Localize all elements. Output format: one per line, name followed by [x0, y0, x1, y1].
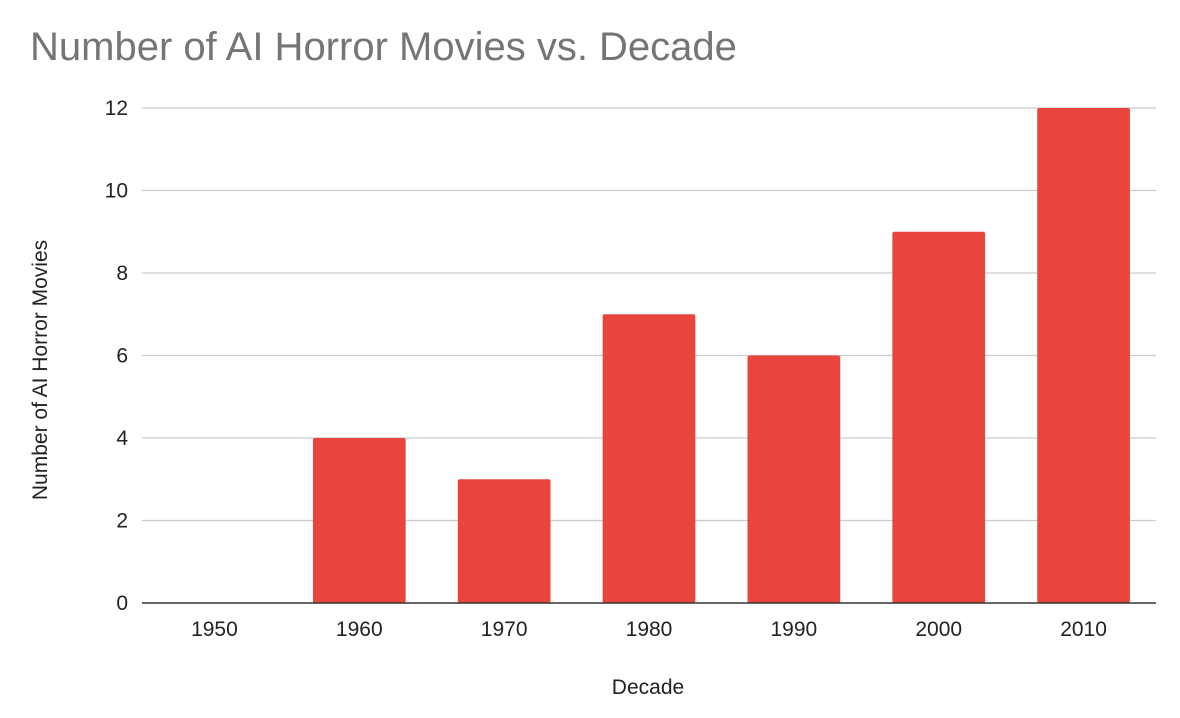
x-tick-label: 1960 — [336, 618, 383, 641]
x-tick-label: 1970 — [481, 618, 528, 641]
y-tick-label: 6 — [116, 345, 128, 368]
y-tick-label: 8 — [116, 262, 128, 285]
y-tick-label: 12 — [105, 97, 128, 120]
y-axis-title: Number of AI Horror Movies — [29, 240, 52, 500]
x-tick-label: 1950 — [191, 618, 238, 641]
y-tick-label: 10 — [105, 180, 128, 203]
bar-1990 — [747, 355, 841, 603]
x-axis-tick-labels: 1950 1960 1970 1980 1990 2000 2010 — [191, 618, 1107, 641]
bar-1980 — [602, 314, 696, 603]
x-tick-label: 2000 — [915, 618, 962, 641]
x-axis-title: Decade — [612, 676, 684, 699]
y-tick-label: 0 — [116, 592, 128, 615]
y-tick-label: 2 — [116, 510, 128, 533]
bar-2010 — [1037, 108, 1130, 603]
chart-title: Number of AI Horror Movies vs. Decade — [30, 25, 737, 69]
bar-1960 — [312, 438, 406, 603]
bars — [312, 108, 1130, 603]
x-tick-label: 1980 — [626, 618, 673, 641]
x-tick-label: 1990 — [770, 618, 817, 641]
y-axis-tick-labels: 0 2 4 6 8 10 12 — [105, 97, 129, 615]
bar-1970 — [457, 479, 551, 603]
y-tick-label: 4 — [116, 427, 128, 450]
bar-2000 — [892, 231, 986, 603]
x-tick-label: 2010 — [1060, 618, 1107, 641]
